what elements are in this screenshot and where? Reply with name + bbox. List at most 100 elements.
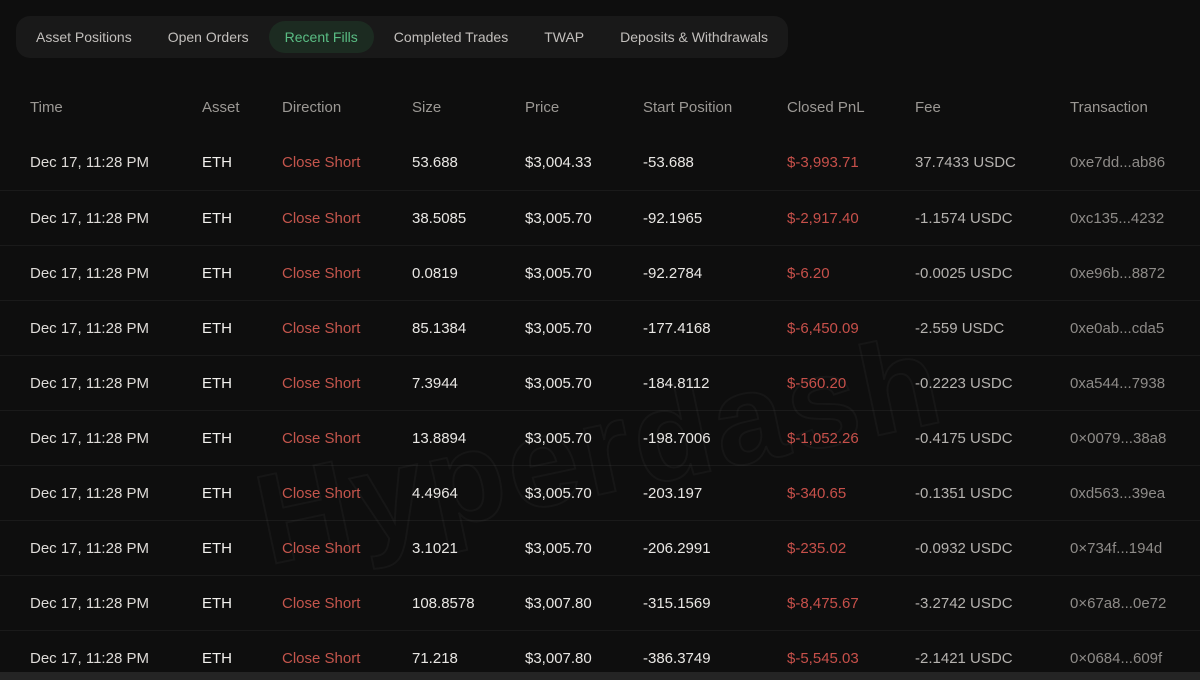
fill-transaction-link[interactable]: 0xc135...4232 [1070,209,1165,227]
fill-start-position: -53.688 [643,154,694,171]
column-header-direction: Direction [282,99,342,116]
fill-price: $3,005.70 [525,319,592,337]
fill-closed-pnl: $-8,475.67 [787,594,859,612]
tab-recent-fills[interactable]: Recent Fills [268,21,374,53]
fill-asset: ETH [202,429,232,447]
fill-fee: -3.2742 USDC [915,594,1013,612]
fill-time: Dec 17, 11:28 PM [30,484,149,502]
fill-asset: ETH [202,374,232,392]
fill-closed-pnl: $-5,545.03 [787,649,859,667]
fill-direction: Close Short [282,319,361,337]
fill-fee: -1.1574 USDC [915,209,1013,227]
table-row: Dec 17, 11:28 PM ETH Close Short 108.857… [0,575,1200,630]
fill-asset: ETH [202,594,232,612]
fill-price: $3,007.80 [525,649,592,667]
fill-price: $3,005.70 [525,374,592,392]
fill-fee: 37.7433 USDC [915,154,1016,171]
column-header-size: Size [412,99,442,116]
fill-time: Dec 17, 11:28 PM [30,594,149,612]
fill-fee: -0.1351 USDC [915,484,1013,502]
fill-closed-pnl: $-1,052.26 [787,429,859,447]
fill-start-position: -92.2784 [643,264,703,282]
fill-start-position: -315.1569 [643,594,711,612]
fill-direction: Close Short [282,154,361,171]
fill-transaction-link[interactable]: 0xe0ab...cda5 [1070,319,1165,337]
fills-table-body: Dec 17, 11:28 PM ETH Close Short 53.688 … [0,135,1200,680]
fill-fee: -2.559 USDC [915,319,1005,337]
fill-direction: Close Short [282,429,361,447]
fill-asset: ETH [202,319,232,337]
tab-deposits-withdrawals[interactable]: Deposits & Withdrawals [620,29,768,45]
fill-direction: Close Short [282,594,361,612]
fill-start-position: -203.197 [643,484,703,502]
fill-size: 85.1384 [412,319,467,337]
fill-time: Dec 17, 11:28 PM [30,209,149,227]
column-header-start-position: Start Position [643,99,733,116]
table-row: Dec 17, 11:28 PM ETH Close Short 38.5085… [0,190,1200,245]
fill-transaction-link[interactable]: 0xa544...7938 [1070,374,1166,392]
fill-start-position: -206.2991 [643,539,711,557]
fill-size: 13.8894 [412,429,467,447]
fill-size: 53.688 [412,154,458,171]
recent-fills-table: Time Asset Direction Size Price Start Po… [0,80,1200,680]
table-row: Dec 17, 11:28 PM ETH Close Short 0.0819 … [0,245,1200,300]
fill-start-position: -198.7006 [643,429,711,447]
column-header-time: Time [30,99,63,116]
table-row: Dec 17, 11:28 PM ETH Close Short 85.1384… [0,300,1200,355]
column-header-asset: Asset [202,99,240,116]
tab-open-orders[interactable]: Open Orders [167,29,249,45]
fill-size: 4.4964 [412,484,458,502]
column-header-fee: Fee [915,99,941,116]
column-header-transaction: Transaction [1070,99,1148,116]
fill-direction: Close Short [282,374,361,392]
fill-size: 38.5085 [412,209,467,227]
table-row: Dec 17, 11:28 PM ETH Close Short 13.8894… [0,410,1200,465]
tab-twap[interactable]: TWAP [544,29,585,45]
fill-transaction-link[interactable]: 0xe7dd...ab86 [1070,154,1166,171]
table-row: Dec 17, 11:28 PM ETH Close Short 7.3944 … [0,355,1200,410]
table-row: Dec 17, 11:28 PM ETH Close Short 71.218 … [0,630,1200,680]
fill-size: 7.3944 [412,374,458,392]
fill-closed-pnl: $-2,917.40 [787,209,859,227]
fill-direction: Close Short [282,484,361,502]
table-row: Dec 17, 11:28 PM ETH Close Short 3.1021 … [0,520,1200,575]
fill-transaction-link[interactable]: 0×0684...609f [1070,649,1163,667]
fill-direction: Close Short [282,539,361,557]
fill-time: Dec 17, 11:28 PM [30,154,149,171]
fill-fee: -0.4175 USDC [915,429,1013,447]
fill-asset: ETH [202,264,232,282]
fill-size: 71.218 [412,649,458,667]
fill-transaction-link[interactable]: 0×67a8...0e72 [1070,594,1167,612]
fill-asset: ETH [202,154,232,171]
fill-asset: ETH [202,209,232,227]
tab-completed-trades[interactable]: Completed Trades [393,29,509,45]
horizontal-scrollbar[interactable] [0,672,1200,680]
tab-asset-positions[interactable]: Asset Positions [36,29,132,45]
fill-direction: Close Short [282,209,361,227]
fill-price: $3,005.70 [525,209,592,227]
fill-transaction-link[interactable]: 0×734f...194d [1070,539,1163,557]
fill-asset: ETH [202,484,232,502]
tab-bar: Asset Positions Open Orders Recent Fills… [16,16,788,58]
fill-start-position: -92.1965 [643,209,703,227]
fill-closed-pnl: $-560.20 [787,374,847,392]
fill-time: Dec 17, 11:28 PM [30,374,149,392]
fill-asset: ETH [202,539,232,557]
fill-time: Dec 17, 11:28 PM [30,429,149,447]
fill-direction: Close Short [282,649,361,667]
fill-transaction-link[interactable]: 0xe96b...8872 [1070,264,1166,282]
fill-transaction-link[interactable]: 0xd563...39ea [1070,484,1166,502]
fill-start-position: -386.3749 [643,649,711,667]
fill-time: Dec 17, 11:28 PM [30,264,149,282]
fill-size: 108.8578 [412,594,475,612]
fill-price: $3,007.80 [525,594,592,612]
fill-transaction-link[interactable]: 0×0079...38a8 [1070,429,1167,447]
fill-price: $3,005.70 [525,429,592,447]
fill-start-position: -177.4168 [643,319,711,337]
fill-fee: -2.1421 USDC [915,649,1013,667]
fill-start-position: -184.8112 [643,374,710,392]
fill-fee: -0.2223 USDC [915,374,1013,392]
fill-price: $3,004.33 [525,154,592,171]
fill-time: Dec 17, 11:28 PM [30,539,149,557]
fill-asset: ETH [202,649,232,667]
